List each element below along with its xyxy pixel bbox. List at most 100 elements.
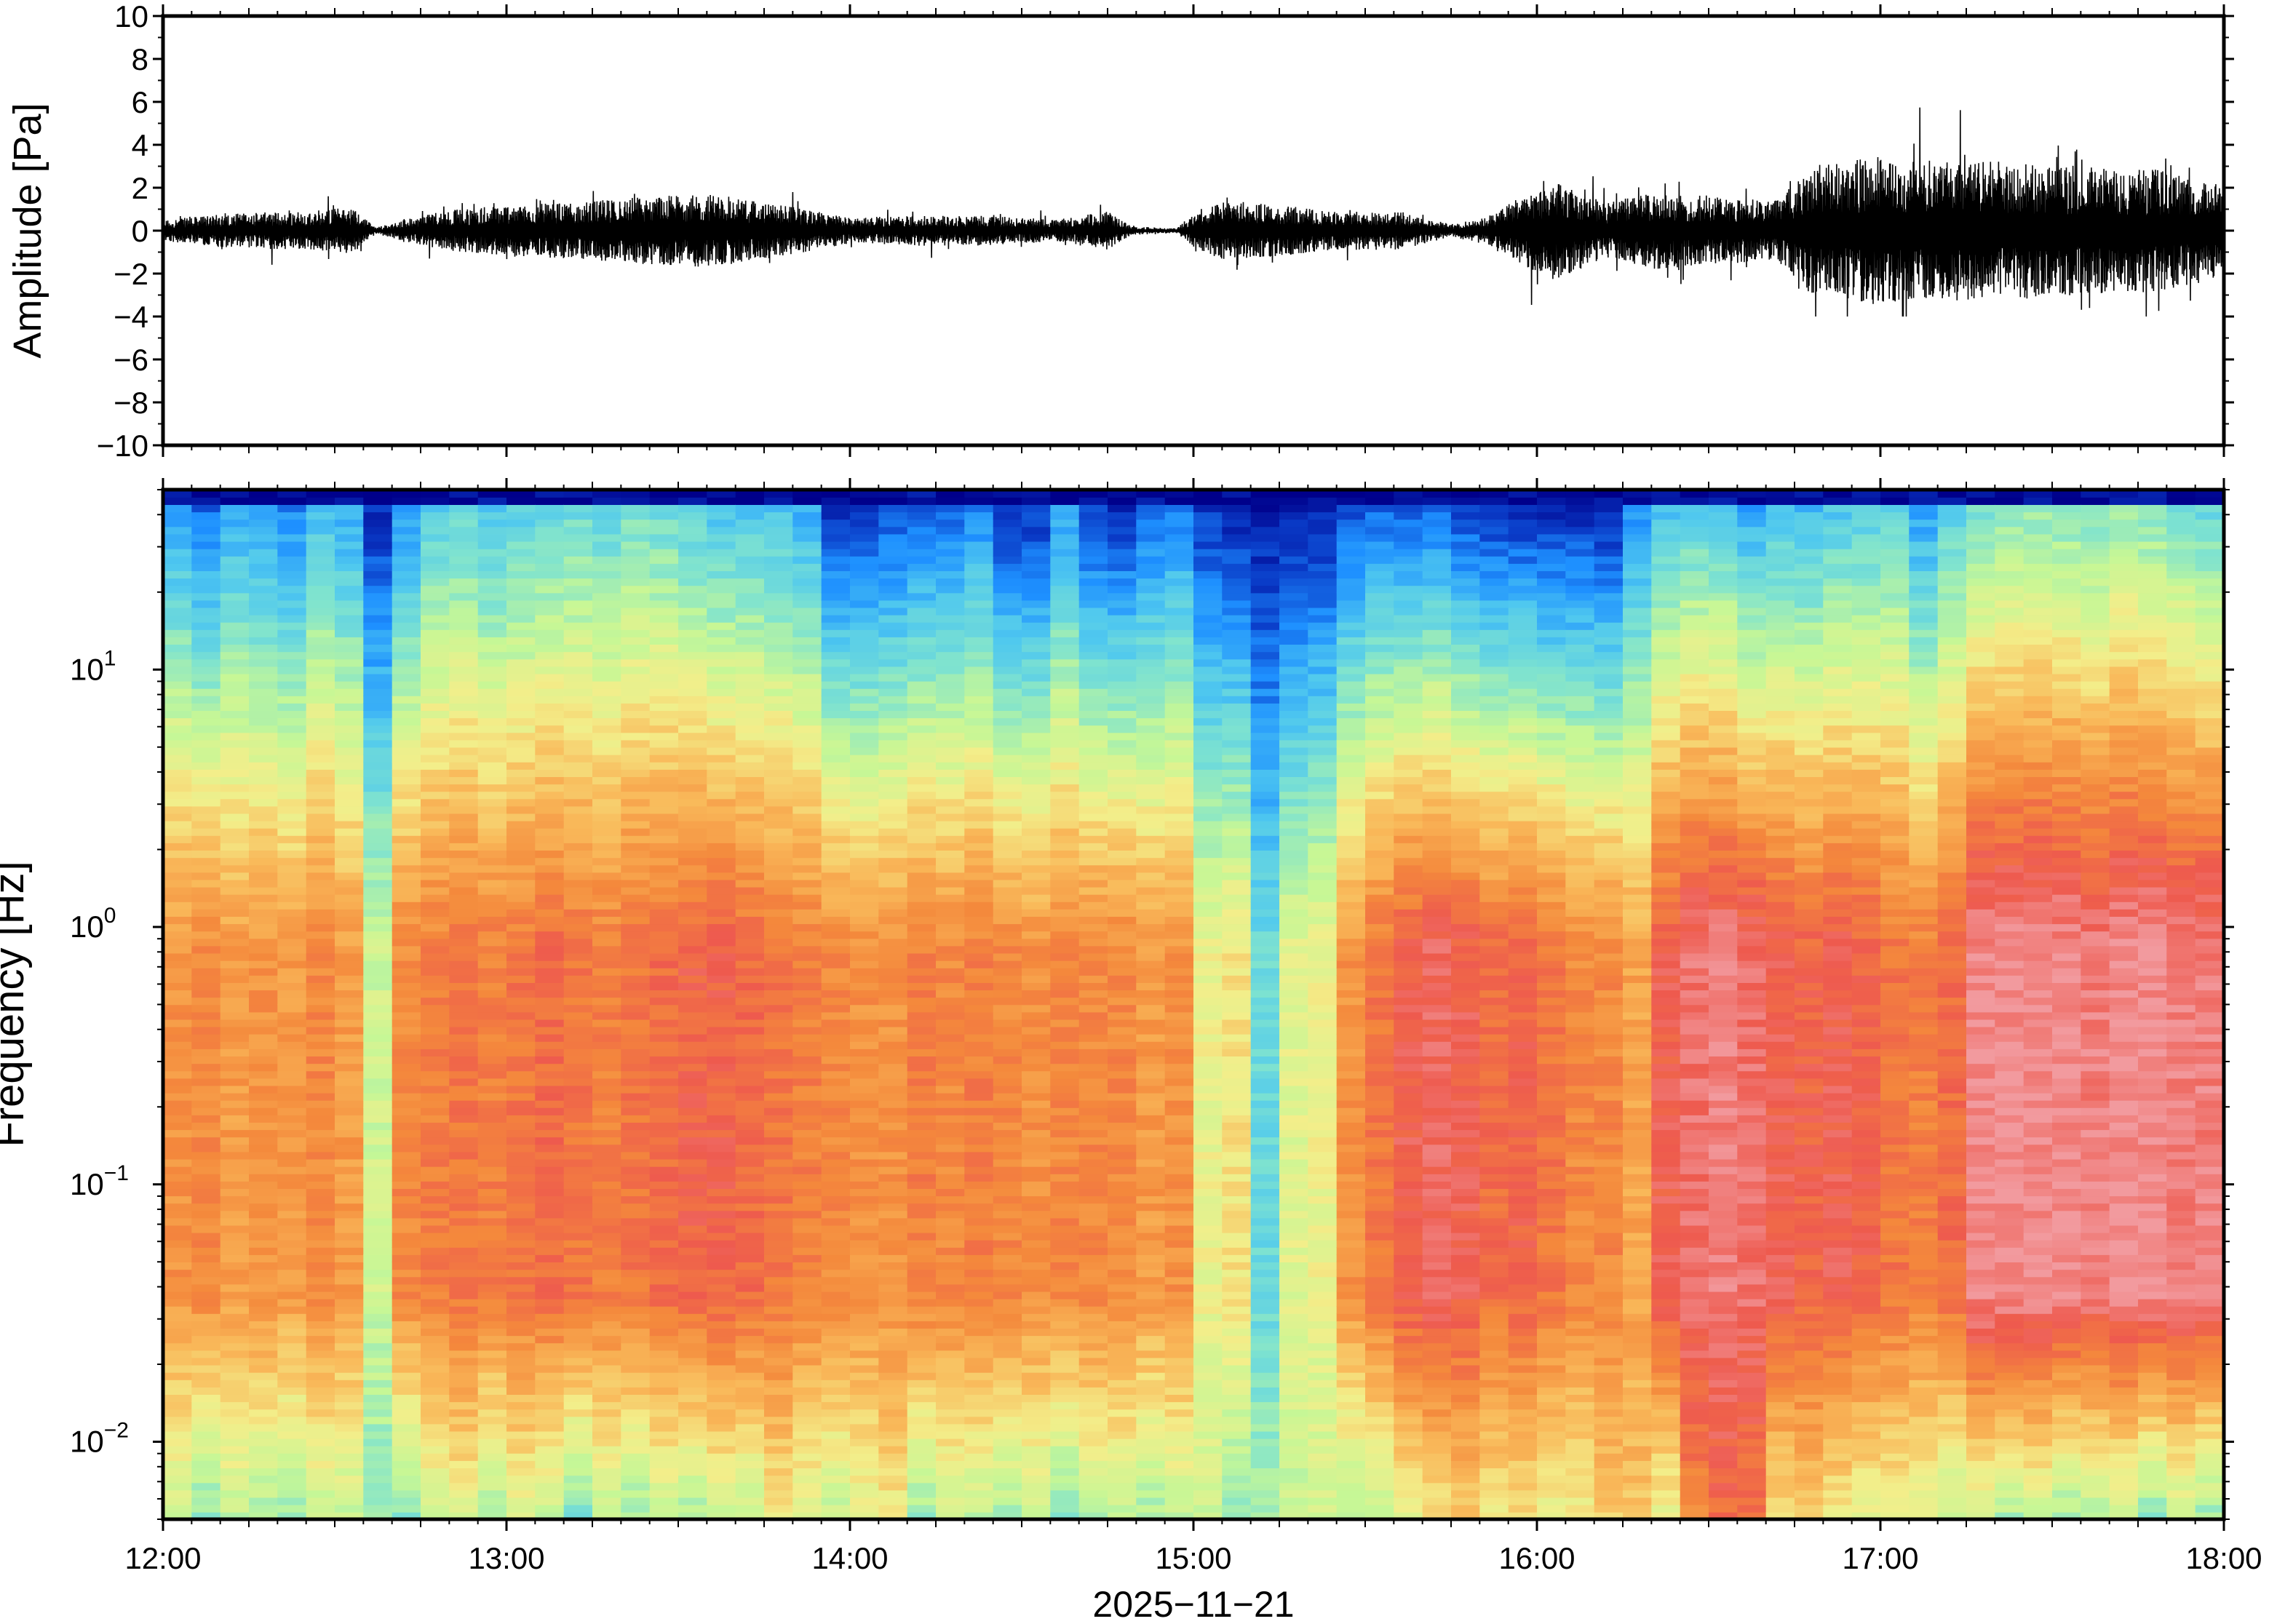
spectrogram-cell	[363, 916, 393, 925]
spectrogram-cell	[678, 1460, 708, 1468]
spectrogram-cell	[707, 931, 736, 939]
spectrogram-cell	[277, 1313, 307, 1321]
spectrogram-cell	[649, 1409, 679, 1417]
spectrogram-cell	[1078, 1247, 1108, 1255]
spectrogram-cell	[621, 1063, 651, 1072]
spectrogram-cell	[306, 923, 335, 932]
spectrogram-cell	[764, 1232, 794, 1241]
spectrogram-cell	[506, 1041, 536, 1049]
spectrogram-cell	[707, 1181, 736, 1189]
spectrogram-cell	[335, 827, 365, 836]
spectrogram-cell	[792, 960, 822, 968]
spectrogram-cell	[306, 1078, 335, 1086]
spectrogram-cell	[792, 592, 822, 601]
spectrogram-cell	[592, 1276, 622, 1285]
spectrogram-cell	[220, 776, 250, 785]
spectrogram-cell	[850, 916, 880, 925]
spectrogram-cell	[649, 1305, 679, 1314]
spectrogram-cell	[191, 1291, 221, 1299]
spectrogram-cell	[792, 784, 822, 792]
spectrogram-cell	[850, 1430, 880, 1439]
spectrogram-cell	[993, 592, 1022, 601]
spectrogram-cell	[277, 556, 307, 564]
spectrogram-cell	[1078, 923, 1108, 932]
spectrogram-cell	[707, 1394, 736, 1403]
spectrogram-cell	[1108, 600, 1137, 608]
spectrogram-cell	[506, 1033, 536, 1042]
spectrogram-cell	[936, 1482, 966, 1491]
spectrogram-cell	[649, 1504, 679, 1513]
spectrogram-cell	[1108, 909, 1137, 917]
spectrogram-cell	[764, 1262, 794, 1270]
spectrogram-cell	[306, 1041, 335, 1049]
spectrogram-cell	[878, 1475, 908, 1484]
spectrogram-cell	[678, 960, 708, 968]
spectrogram-cell	[993, 1511, 1022, 1519]
spectrogram-cell	[249, 805, 279, 814]
spectrogram-cell	[1022, 563, 1052, 571]
spectrogram-cell	[649, 762, 679, 770]
spectrogram-cell	[1050, 651, 1080, 660]
spectrogram-cell	[477, 1269, 507, 1278]
spectrogram-cell	[306, 563, 335, 571]
spectrogram-cell	[191, 1453, 221, 1461]
spectrogram-cell	[1108, 1188, 1137, 1197]
spectrogram-cell	[277, 1438, 307, 1446]
spectrogram-cell	[936, 1445, 966, 1454]
spectrogram-cell	[535, 512, 565, 520]
spectrogram-cell	[506, 1019, 536, 1027]
spectrogram-cell	[163, 1335, 193, 1344]
spectrogram-cell	[850, 1144, 880, 1153]
spectrogram-cell	[592, 1269, 622, 1278]
spectrogram-cell	[1108, 776, 1137, 785]
spectrogram-cell	[821, 651, 851, 660]
spectrogram-cell	[1136, 1321, 1166, 1329]
spectrogram-cell	[449, 975, 479, 983]
spectrogram-cell	[163, 864, 193, 873]
spectrogram-cell	[678, 1210, 708, 1219]
spectrogram-cell	[878, 1276, 908, 1285]
spectrogram-cell	[477, 1430, 507, 1439]
spectrogram-cell	[220, 725, 250, 733]
spectrogram-cell	[249, 1372, 279, 1380]
spectrogram-cell	[707, 762, 736, 770]
spectrogram-cell	[649, 504, 679, 513]
spectrogram-cell	[392, 585, 421, 594]
spectrogram-cell	[277, 1416, 307, 1425]
spectrogram-cell	[1078, 732, 1108, 741]
spectrogram-cell	[249, 1181, 279, 1189]
spectrogram-cell	[477, 1107, 507, 1115]
spectrogram-cell	[735, 1262, 765, 1270]
spectrogram-cell	[1108, 827, 1137, 836]
spectrogram-cell	[1022, 1276, 1052, 1285]
spectrogram-cell	[907, 1011, 937, 1020]
spectrogram-cell	[163, 497, 193, 505]
spectrogram-cell	[936, 909, 966, 917]
spectrogram-cell	[850, 1497, 880, 1505]
spectrogram-cell	[220, 585, 250, 594]
spectrogram-cell	[277, 857, 307, 866]
spectrogram-cell	[191, 600, 221, 608]
spectrogram-cell	[535, 931, 565, 939]
spectrogram-cell	[506, 1475, 536, 1484]
spectrogram-cell	[1022, 1137, 1052, 1145]
spectrogram-cell	[191, 1409, 221, 1417]
spectrogram-cell	[649, 916, 679, 925]
spectrogram-cell	[707, 526, 736, 535]
spectrogram-cell	[707, 1504, 736, 1513]
spectrogram-cell	[191, 1099, 221, 1108]
spectrogram-cell	[277, 901, 307, 909]
spectrogram-cell	[821, 784, 851, 792]
spectrogram-cell	[506, 592, 536, 601]
spectrogram-cell	[1136, 1357, 1166, 1366]
spectrogram-cell	[563, 1048, 593, 1056]
spectrogram-cell	[563, 1232, 593, 1241]
spectrogram-cell	[936, 666, 966, 674]
spectrogram-cell	[878, 1041, 908, 1049]
spectrogram-cell	[1050, 1254, 1080, 1262]
spectrogram-cell	[878, 1056, 908, 1064]
spectrogram-cell	[936, 570, 966, 579]
spectrogram-cell	[163, 1011, 193, 1020]
spectrogram-cell	[535, 1305, 565, 1314]
spectrogram-cell	[707, 769, 736, 777]
